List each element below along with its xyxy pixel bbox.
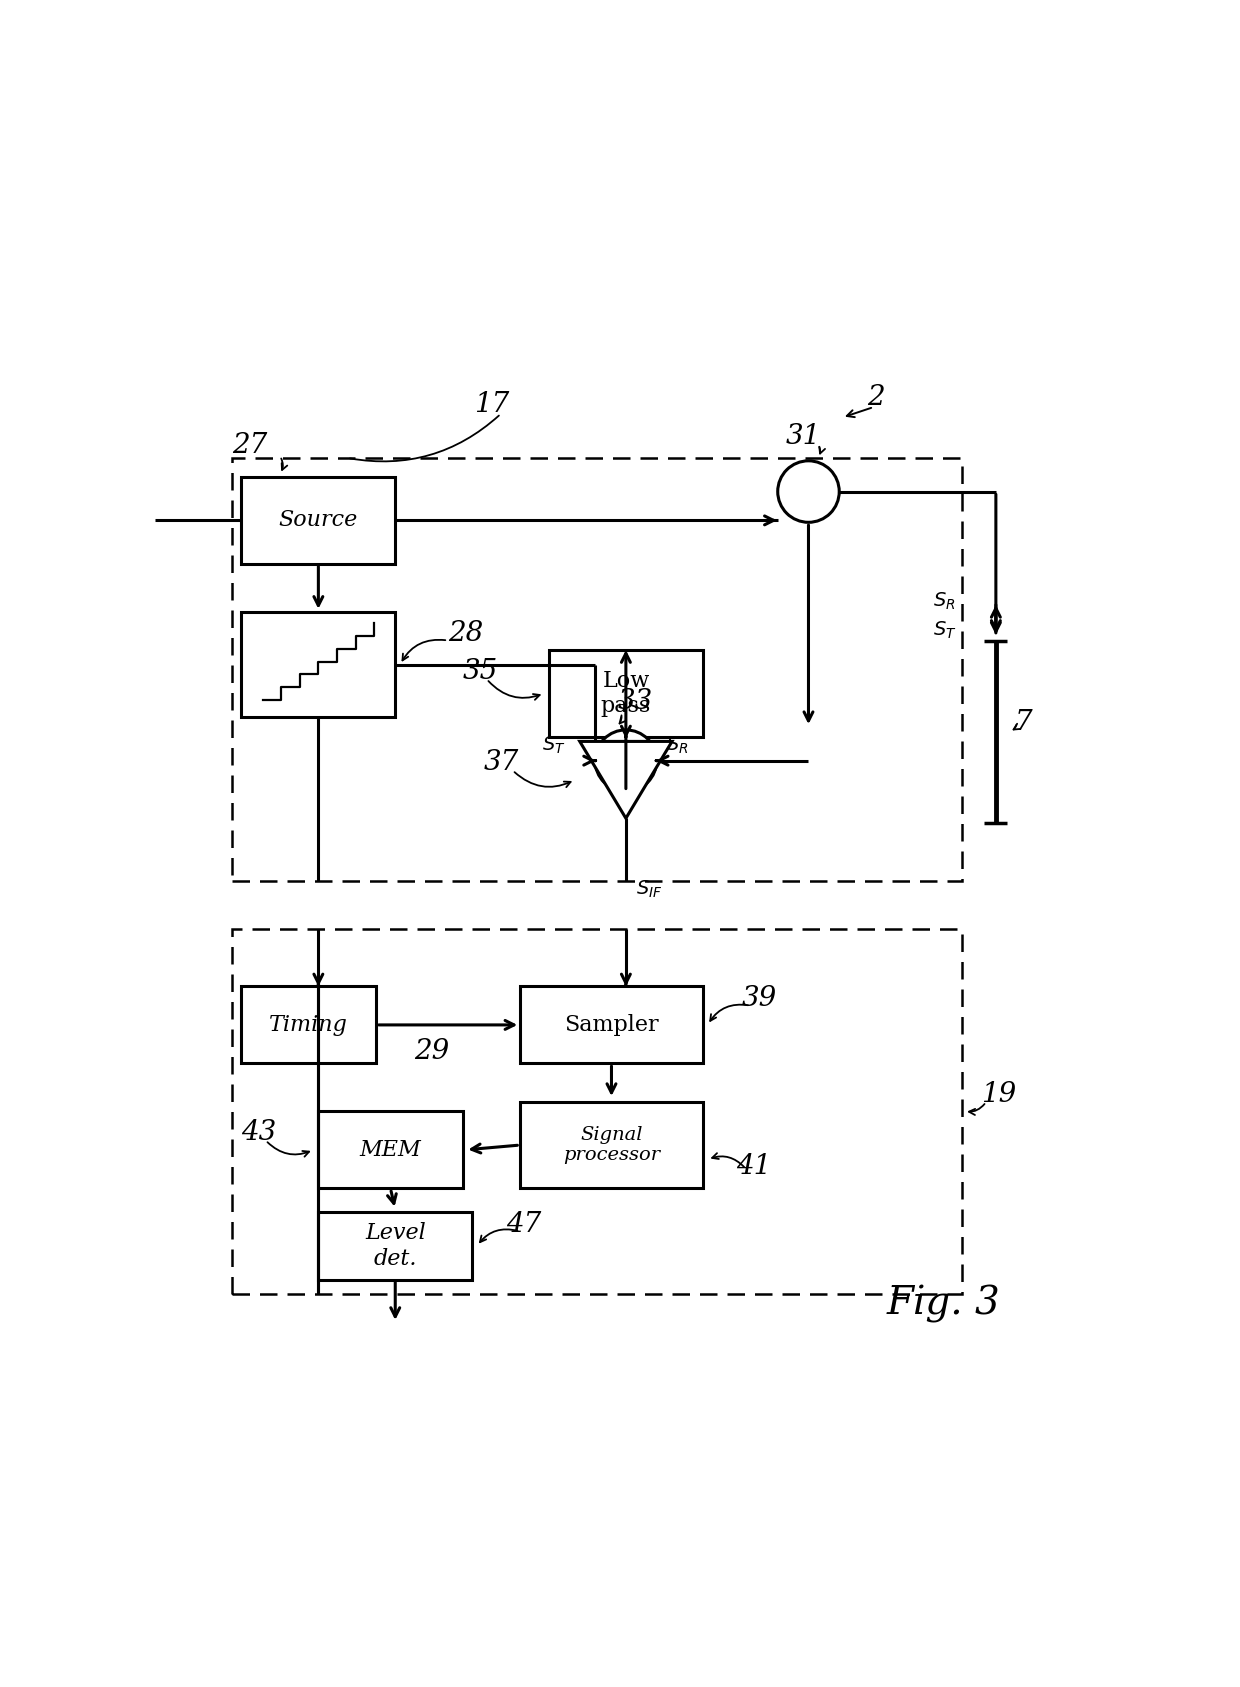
Text: MEM: MEM bbox=[360, 1139, 422, 1161]
Text: $S_R$: $S_R$ bbox=[934, 590, 956, 612]
Bar bbox=[242, 612, 396, 717]
Text: 17: 17 bbox=[474, 391, 508, 418]
Text: 39: 39 bbox=[742, 985, 776, 1012]
Text: Low
pass: Low pass bbox=[600, 670, 651, 717]
Bar bbox=[232, 457, 962, 881]
Text: 37: 37 bbox=[484, 749, 518, 776]
Bar bbox=[549, 649, 703, 737]
Text: 47: 47 bbox=[506, 1211, 541, 1238]
Polygon shape bbox=[580, 741, 672, 818]
Bar bbox=[242, 987, 376, 1063]
Text: $S_T$: $S_T$ bbox=[934, 619, 957, 641]
Bar bbox=[242, 477, 396, 563]
Text: 29: 29 bbox=[414, 1038, 450, 1064]
Text: Timing: Timing bbox=[269, 1014, 348, 1036]
Circle shape bbox=[595, 730, 657, 791]
Text: 41: 41 bbox=[737, 1152, 771, 1179]
Text: Sampler: Sampler bbox=[564, 1014, 658, 1036]
Text: 7: 7 bbox=[1016, 709, 1033, 736]
Bar bbox=[521, 1102, 703, 1188]
Text: Signal
processor: Signal processor bbox=[563, 1125, 660, 1164]
Text: 19: 19 bbox=[982, 1081, 1017, 1108]
Text: Fig. 3: Fig. 3 bbox=[887, 1285, 999, 1323]
Text: 27: 27 bbox=[232, 432, 267, 459]
Bar bbox=[319, 1213, 472, 1279]
Text: 31: 31 bbox=[786, 422, 821, 449]
Text: 33: 33 bbox=[618, 688, 653, 715]
Bar bbox=[232, 930, 962, 1294]
Text: $S_{IF}$: $S_{IF}$ bbox=[635, 879, 662, 901]
Text: $S_R$: $S_R$ bbox=[666, 736, 688, 756]
Text: Source: Source bbox=[279, 509, 358, 531]
Circle shape bbox=[777, 461, 839, 523]
Bar bbox=[319, 1112, 463, 1188]
Text: 28: 28 bbox=[448, 619, 484, 646]
Text: Level
det.: Level det. bbox=[365, 1223, 425, 1270]
Bar bbox=[521, 987, 703, 1063]
Text: 43: 43 bbox=[242, 1118, 277, 1145]
Text: 35: 35 bbox=[463, 658, 497, 685]
Text: 2: 2 bbox=[867, 385, 884, 412]
Text: $S_T$: $S_T$ bbox=[542, 736, 565, 756]
Text: M: M bbox=[614, 751, 637, 771]
